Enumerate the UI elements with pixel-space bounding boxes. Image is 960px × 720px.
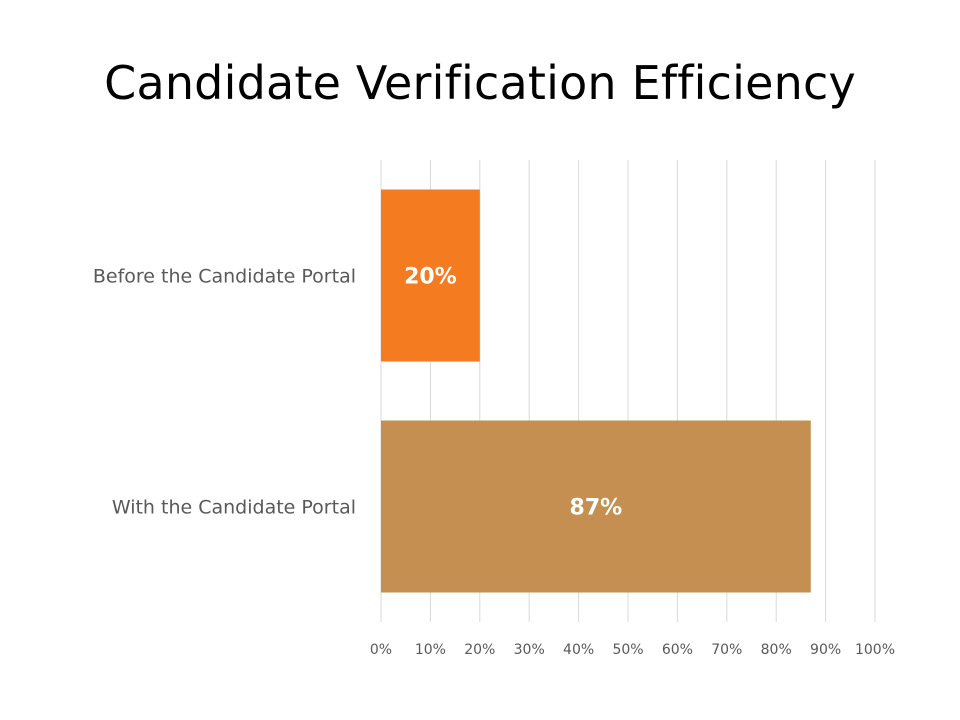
x-tick-label: 10%	[415, 642, 446, 658]
x-tick-label: 40%	[563, 642, 594, 658]
category-label: With the Candidate Portal	[112, 497, 356, 519]
x-tick-label: 0%	[370, 642, 392, 658]
bar	[381, 189, 480, 362]
x-axis-tick-labels: 0% 10% 20% 30% 40% 50% 60% 70% 80% 90% 100%	[370, 642, 895, 658]
chart-title: Candidate Verification Efficiency	[104, 56, 856, 110]
data-labels: 20% 87%	[404, 265, 622, 521]
data-label: 87%	[570, 496, 623, 521]
x-tick-label: 20%	[464, 642, 495, 658]
x-tick-label: 60%	[662, 642, 693, 658]
x-tick-label: 90%	[810, 642, 841, 658]
bars	[381, 189, 811, 593]
category-labels: Before the Candidate Portal With the Cand…	[93, 266, 356, 519]
data-label: 20%	[404, 265, 457, 290]
x-tick-label: 100%	[855, 642, 895, 658]
x-tick-label: 30%	[514, 642, 545, 658]
category-label: Before the Candidate Portal	[93, 266, 356, 288]
x-tick-label: 70%	[711, 642, 742, 658]
x-tick-label: 50%	[612, 642, 643, 658]
bar	[381, 420, 811, 593]
x-tick-label: 80%	[761, 642, 792, 658]
